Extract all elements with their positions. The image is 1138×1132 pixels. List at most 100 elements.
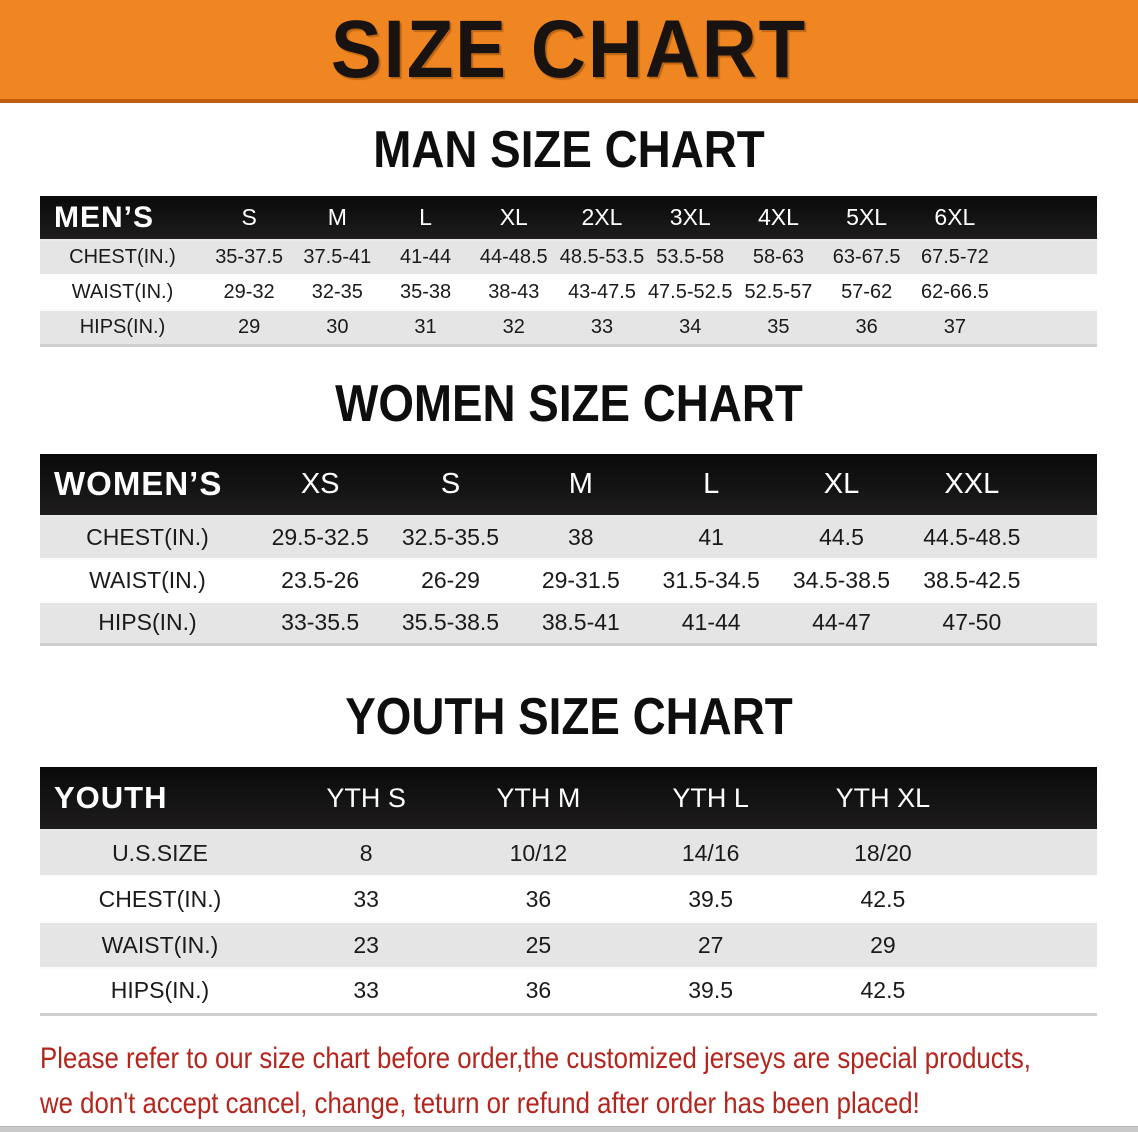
row-label: WAIST(IN.) [89, 566, 206, 593]
size-value-cell: 43-47.5 [568, 281, 636, 303]
header-filler [1037, 453, 1097, 517]
size-value-cell: 44-47 [812, 609, 871, 636]
size-value-cell: 30 [326, 315, 349, 338]
size-column-header: L [381, 196, 470, 241]
size-value-cell: 44.5 [819, 523, 864, 550]
size-value-cell: 67.5-72 [920, 246, 989, 268]
youth-size-table: YOUTH YTH S YTH M YTH L YTH XL U.S.SIZE 8 10/1… [40, 767, 1097, 1016]
size-value-cell: 36 [525, 977, 552, 1004]
size-value-cell: 52.5-57 [744, 281, 813, 303]
size-value-cell: 34 [679, 315, 702, 338]
size-value-cell: 23.5-26 [281, 566, 360, 593]
row-filler [1037, 516, 1097, 559]
size-value-cell: 14/16 [681, 839, 740, 866]
size-value-cell: 36 [525, 885, 552, 912]
size-value-cell: 44-48.5 [479, 246, 548, 268]
size-column-header: 3XL [646, 196, 735, 241]
youth-section-heading: YOUTH SIZE CHART [345, 688, 793, 746]
men-header-row: MEN’S S M L XL 2XL 3XL 4XL 5XL 6XL [40, 196, 1097, 241]
size-value-cell: 58-63 [752, 246, 804, 268]
size-value-cell: 33 [590, 315, 614, 338]
measurement-row: CHEST(IN.) 33 36 39.5 42.5 [40, 876, 1097, 922]
header-filler [969, 767, 1097, 831]
row-label: CHEST(IN.) [69, 246, 176, 268]
women-size-table: WOMEN’S XS S M L XL XXL CHEST(IN.) 29.5-32.5 32.… [40, 453, 1097, 646]
size-value-cell: 8 [359, 839, 373, 866]
row-filler [969, 876, 1097, 922]
size-value-cell: 37.5-41 [303, 246, 372, 268]
size-value-cell: 53.5-58 [656, 246, 725, 268]
disclaimer-line-2: we don't accept cancel, change, teturn o… [40, 1086, 920, 1120]
measurement-row: HIPS(IN.) 33-35.5 35.5-38.5 38.5-41 41-44 44-… [40, 601, 1097, 645]
size-value-cell: 35-37.5 [215, 246, 284, 268]
size-value-cell: 33 [353, 885, 379, 912]
size-value-cell: 29 [870, 931, 896, 958]
size-value-cell: 41-44 [399, 246, 452, 268]
row-filler [969, 968, 1097, 1014]
size-value-cell: 44.5-48.5 [923, 523, 1021, 550]
size-value-cell: 31 [414, 315, 437, 338]
size-value-cell: 32 [502, 315, 525, 338]
size-value-cell: 29.5-32.5 [271, 523, 369, 550]
size-column-header: L [645, 453, 777, 517]
size-column-header: 4XL [734, 196, 823, 241]
women-size-section: WOMEN SIZE CHART WOMEN’S XS S M L XL XXL CHEST… [0, 374, 1138, 646]
row-label: HIPS(IN.) [98, 609, 197, 636]
size-column-header: S [205, 196, 294, 241]
size-column-header: 5XL [822, 196, 911, 241]
youth-header-row: YOUTH YTH S YTH M YTH L YTH XL [40, 767, 1097, 831]
measurement-row: WAIST(IN.) 23.5-26 26-29 29-31.5 31.5-34.5 34… [40, 558, 1097, 602]
size-column-header: XL [469, 196, 558, 241]
size-column-header: XS [255, 453, 386, 517]
youth-size-section: YOUTH SIZE CHART YOUTH YTH S YTH M YTH L YTH… [0, 688, 1138, 1016]
size-chart-banner: SIZE CHART [0, 0, 1138, 103]
row-filler [999, 275, 1097, 310]
size-value-cell: 39.5 [688, 977, 733, 1004]
banner-title: SIZE CHART [330, 3, 808, 95]
size-value-cell: 38-43 [488, 281, 540, 303]
size-value-cell: 18/20 [854, 839, 912, 866]
size-column-header: YTH XL [796, 767, 969, 831]
row-filler [999, 310, 1097, 345]
size-value-cell: 33-35.5 [281, 609, 360, 636]
measurement-row: HIPS(IN.) 33 36 39.5 42.5 [40, 968, 1097, 1014]
size-column-header: YTH S [280, 767, 453, 831]
table-corner-label: YOUTH [40, 767, 280, 831]
header-filler [999, 196, 1097, 241]
row-label: WAIST(IN.) [101, 931, 219, 958]
size-value-cell: 27 [697, 931, 724, 958]
size-column-header: XXL [906, 453, 1037, 517]
size-value-cell: 35.5-38.5 [401, 609, 500, 636]
size-column-header: S [385, 453, 516, 517]
size-value-cell: 29-31.5 [541, 566, 620, 593]
size-value-cell: 63-67.5 [832, 246, 901, 268]
size-value-cell: 33 [353, 977, 379, 1004]
measurement-row: CHEST(IN.) 29.5-32.5 32.5-35.5 38 41 44.5 44.5… [40, 515, 1097, 559]
size-value-cell: 38 [568, 523, 594, 550]
disclaimer-text: Please refer to our size chart before or… [40, 1036, 1031, 1126]
size-column-header: 2XL [557, 196, 647, 241]
size-value-cell: 48.5-53.5 [559, 246, 645, 268]
size-value-cell: 29-32 [223, 281, 275, 303]
size-column-header: YTH M [452, 767, 625, 831]
row-filler [999, 240, 1097, 275]
row-filler [1037, 559, 1097, 602]
row-label: CHEST(IN.) [98, 885, 222, 912]
size-value-cell: 39.5 [688, 885, 733, 912]
size-value-cell: 32.5-35.5 [401, 523, 500, 550]
row-label: WAIST(IN.) [71, 281, 174, 303]
bottom-edge-strip [0, 1126, 1138, 1132]
measurement-row: CHEST(IN.) 35-37.5 37.5-41 41-44 44-48.5 48.5… [40, 240, 1097, 275]
size-value-cell: 36 [855, 315, 878, 338]
size-value-cell: 35 [767, 315, 790, 338]
size-value-cell: 57-62 [841, 281, 893, 303]
row-label: U.S.SIZE [112, 839, 208, 866]
size-value-cell: 41 [698, 523, 724, 550]
women-section-heading: WOMEN SIZE CHART [335, 374, 803, 433]
men-section-heading: MAN SIZE CHART [373, 121, 765, 179]
table-corner-label: WOMEN’S [40, 453, 255, 517]
size-value-cell: 47.5-52.5 [647, 281, 733, 303]
size-value-cell: 38.5-41 [541, 609, 620, 636]
men-size-table: MEN’S S M L XL 2XL 3XL 4XL 5XL 6XL CHEST(IN.) 35-3… [40, 196, 1097, 347]
size-value-cell: 32-35 [311, 281, 363, 303]
